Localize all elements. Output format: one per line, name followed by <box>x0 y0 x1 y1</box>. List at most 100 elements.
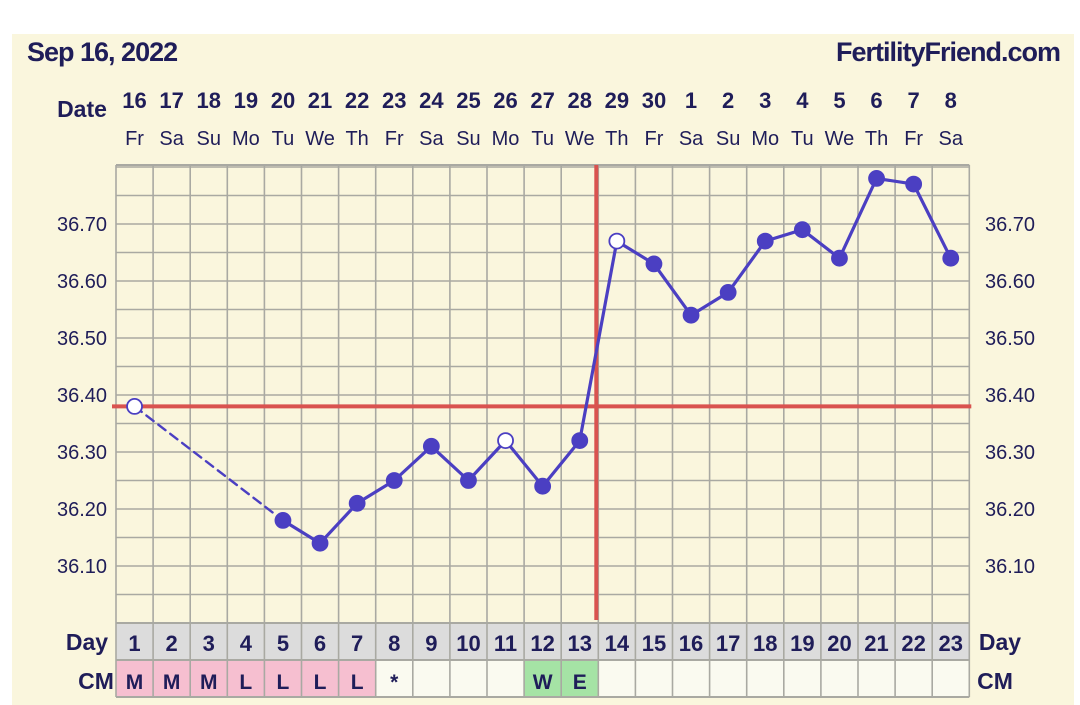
temp-point <box>385 472 403 489</box>
weekday-label: Tu <box>531 128 554 150</box>
weekday-label: Sa <box>679 128 704 150</box>
cm-value: L <box>239 671 252 694</box>
day-number: 17 <box>716 631 740 656</box>
weekday-label: Sa <box>939 128 964 150</box>
weekday-label: Mo <box>751 128 779 150</box>
temp-point <box>348 494 366 512</box>
day-number: 15 <box>642 631 666 656</box>
day-row-label-left: Day <box>66 629 108 655</box>
day-number: 10 <box>456 631 480 656</box>
temp-point-open <box>126 397 143 415</box>
temp-line-segment <box>912 182 953 260</box>
day-cell <box>153 624 191 660</box>
weekday-label: Sa <box>159 128 184 150</box>
day-cell <box>820 624 858 660</box>
date-label: 1 <box>685 88 697 113</box>
cm-cell <box>227 660 265 697</box>
ytick-label-left: 36.40 <box>57 385 107 407</box>
cm-cell <box>190 660 228 697</box>
day-cell <box>264 624 302 660</box>
day-cell <box>524 624 562 660</box>
temp-point <box>682 306 700 324</box>
temp-point <box>831 249 848 267</box>
cm-row-label-right: CM <box>977 668 1013 694</box>
day-number: 8 <box>388 631 400 656</box>
temp-gap-dashed <box>133 405 285 522</box>
date-label: 29 <box>605 88 629 113</box>
weekday-label: Th <box>605 128 628 150</box>
day-number: 22 <box>901 631 925 656</box>
date-label: 19 <box>234 88 258 113</box>
day-cell <box>375 624 413 660</box>
temp-line-segment <box>503 439 545 488</box>
ytick-label-left: 36.60 <box>57 271 107 293</box>
day-cell <box>561 624 599 660</box>
date-label: 7 <box>908 88 920 113</box>
weekday-label: Tu <box>791 128 814 150</box>
weekday-label: Sa <box>419 128 444 150</box>
temp-point <box>571 432 589 450</box>
cm-cell <box>561 660 599 697</box>
temp-line-segment <box>318 501 359 545</box>
weekday-label: Tu <box>272 128 295 150</box>
cm-cell <box>895 660 933 697</box>
ytick-label-right: 36.30 <box>985 442 1035 464</box>
cm-cell <box>116 660 154 697</box>
ytick-label-right: 36.40 <box>985 385 1035 407</box>
day-number: 6 <box>314 631 326 656</box>
date-label: 8 <box>945 88 957 113</box>
cm-value: L <box>351 671 364 694</box>
temp-line-segment <box>466 439 508 483</box>
site-name: FertilityFriend.com <box>835 37 1061 67</box>
day-cell <box>487 624 525 660</box>
date-label: 16 <box>122 88 146 113</box>
cm-cell <box>709 660 747 697</box>
date-label: 18 <box>197 88 221 113</box>
cm-value: L <box>277 671 290 694</box>
date-label: 4 <box>796 88 809 113</box>
cm-value: M <box>163 671 181 694</box>
weekday-label: Mo <box>492 128 520 150</box>
date-label: 22 <box>345 88 369 113</box>
temp-line-segment <box>726 239 767 294</box>
temp-point <box>793 221 811 239</box>
date-label: 27 <box>530 88 554 113</box>
day-number: 20 <box>827 631 851 656</box>
date-label: 24 <box>419 88 444 113</box>
cm-cell <box>153 660 191 697</box>
cm-cell <box>375 660 413 697</box>
temp-point <box>534 477 552 495</box>
cm-cell <box>412 660 450 697</box>
day-cell <box>598 624 636 660</box>
day-cell <box>190 624 228 660</box>
date-label: 3 <box>759 88 771 113</box>
temp-point <box>905 175 923 193</box>
weekday-label: We <box>825 128 855 150</box>
cm-row-label-left: CM <box>78 668 114 694</box>
temp-line-segment <box>837 176 879 260</box>
date-label: 6 <box>870 88 882 113</box>
chart-date-title: Sep 16, 2022 <box>27 37 178 67</box>
date-label: 2 <box>722 88 734 113</box>
cm-value: L <box>314 671 327 694</box>
ytick-label-right: 36.50 <box>985 328 1035 350</box>
weekday-label: We <box>305 128 335 150</box>
day-number: 14 <box>605 631 630 656</box>
weekday-label: Fr <box>904 128 923 150</box>
day-number: 2 <box>166 631 178 656</box>
cm-cell <box>338 660 376 697</box>
weekday-label: Th <box>865 128 888 150</box>
ytick-label-left: 36.50 <box>57 328 107 350</box>
weekday-label: Fr <box>125 128 144 150</box>
ytick-label-left: 36.70 <box>57 214 107 236</box>
cm-cell <box>783 660 821 697</box>
weekday-label: We <box>565 128 595 150</box>
day-cell <box>227 624 265 660</box>
ytick-label-right: 36.10 <box>985 556 1035 578</box>
cm-value: M <box>126 671 144 694</box>
weekday-label: Th <box>345 128 368 150</box>
date-label: 28 <box>568 88 592 113</box>
date-row-label: Date <box>57 96 107 122</box>
cm-value: * <box>390 671 399 694</box>
day-number: 7 <box>351 631 363 656</box>
